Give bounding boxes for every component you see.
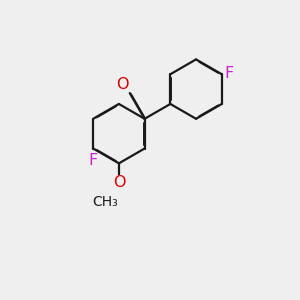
Text: O: O <box>116 77 128 92</box>
Text: CH₃: CH₃ <box>92 195 118 209</box>
Text: F: F <box>224 66 233 81</box>
Text: F: F <box>88 153 97 168</box>
Text: O: O <box>112 175 125 190</box>
